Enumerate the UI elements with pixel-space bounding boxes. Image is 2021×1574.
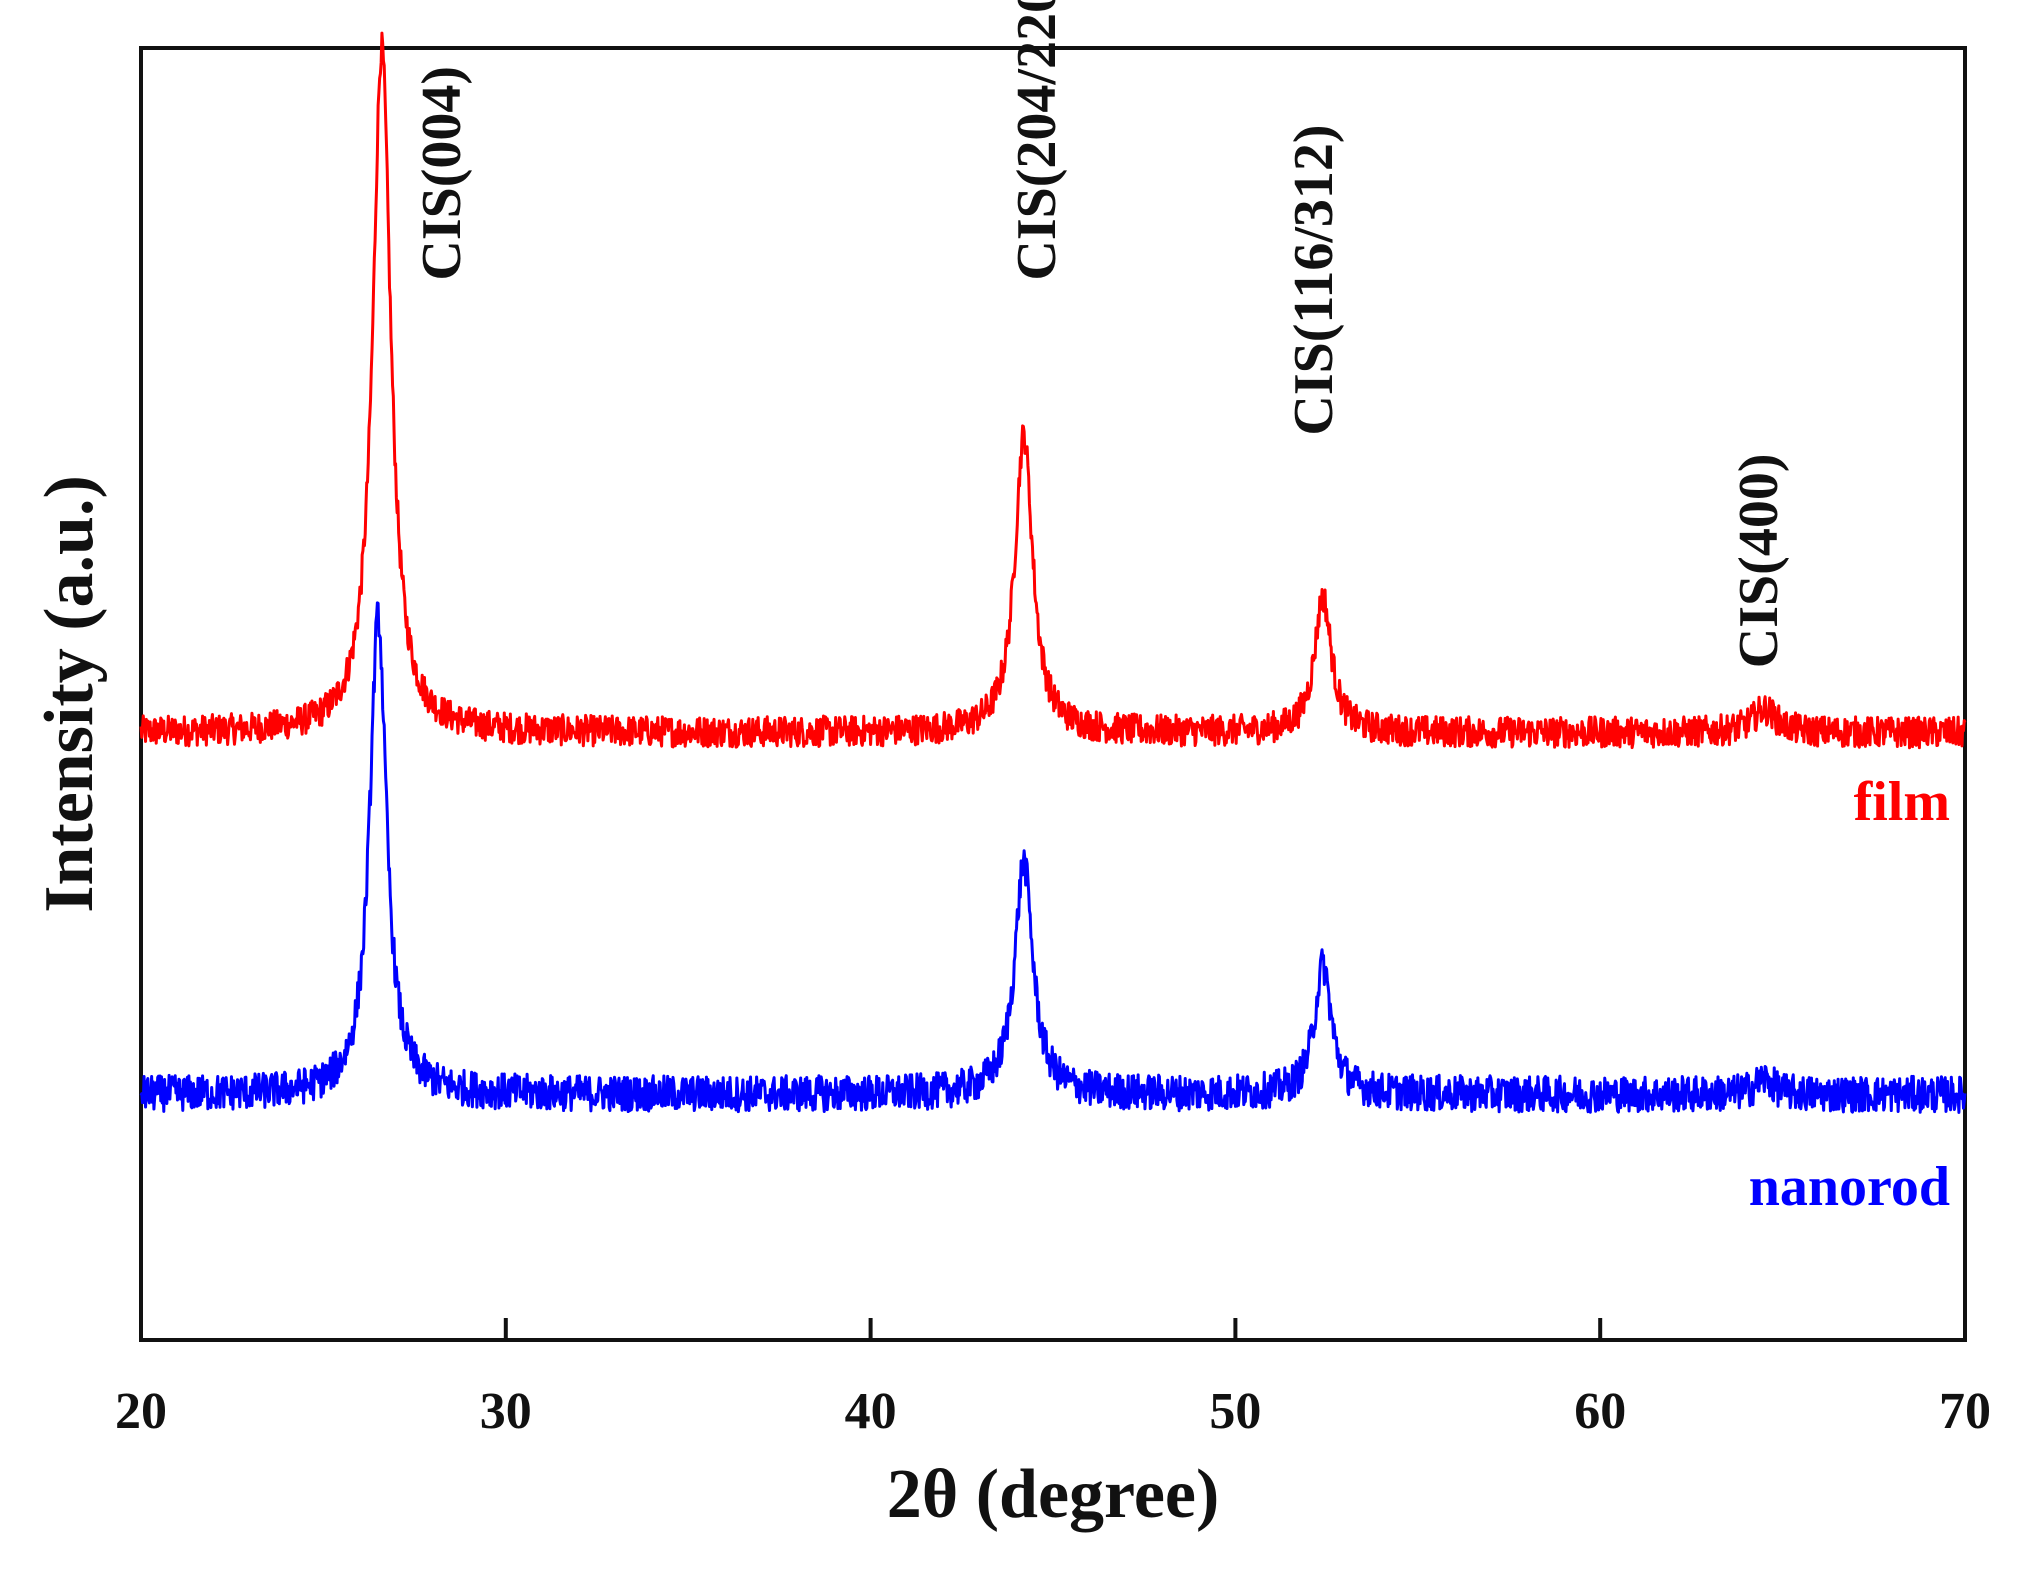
peak-annotations: CIS(004) CIS(204/220) CIS(116/312) CIS(400) (411, 0, 1790, 668)
y-axis-title: Intensity (a.u.) (31, 475, 108, 913)
x-axis-tick-labels: 20 30 40 50 60 70 (115, 1383, 1991, 1440)
peak-annotation-3: CIS(116/312) (1283, 124, 1345, 435)
plot-frame (139, 46, 1967, 1342)
x-tick-label-40: 40 (845, 1383, 897, 1440)
series-line-nanorod (139, 601, 1967, 1114)
x-axis-title: 2θ (degree) (887, 1456, 1220, 1533)
peak-annotation-2: CIS(204/220) (1006, 0, 1068, 281)
series-label-nanorod: nanorod (1749, 1156, 1950, 1218)
series-group (139, 31, 1967, 1114)
series-label-film: film (1854, 771, 1950, 833)
x-tick-label-70: 70 (1939, 1383, 1991, 1440)
series-labels: film nanorod (1749, 771, 1950, 1218)
series-line-film (139, 31, 1967, 750)
peak-annotation-1: CIS(004) (411, 66, 473, 281)
x-tick-label-60: 60 (1574, 1383, 1626, 1440)
x-tick-label-20: 20 (115, 1383, 167, 1440)
x-axis-ticks (139, 1318, 1967, 1340)
x-tick-label-50: 50 (1209, 1383, 1261, 1440)
x-tick-label-30: 30 (480, 1383, 532, 1440)
peak-annotation-4: CIS(400) (1728, 454, 1790, 669)
